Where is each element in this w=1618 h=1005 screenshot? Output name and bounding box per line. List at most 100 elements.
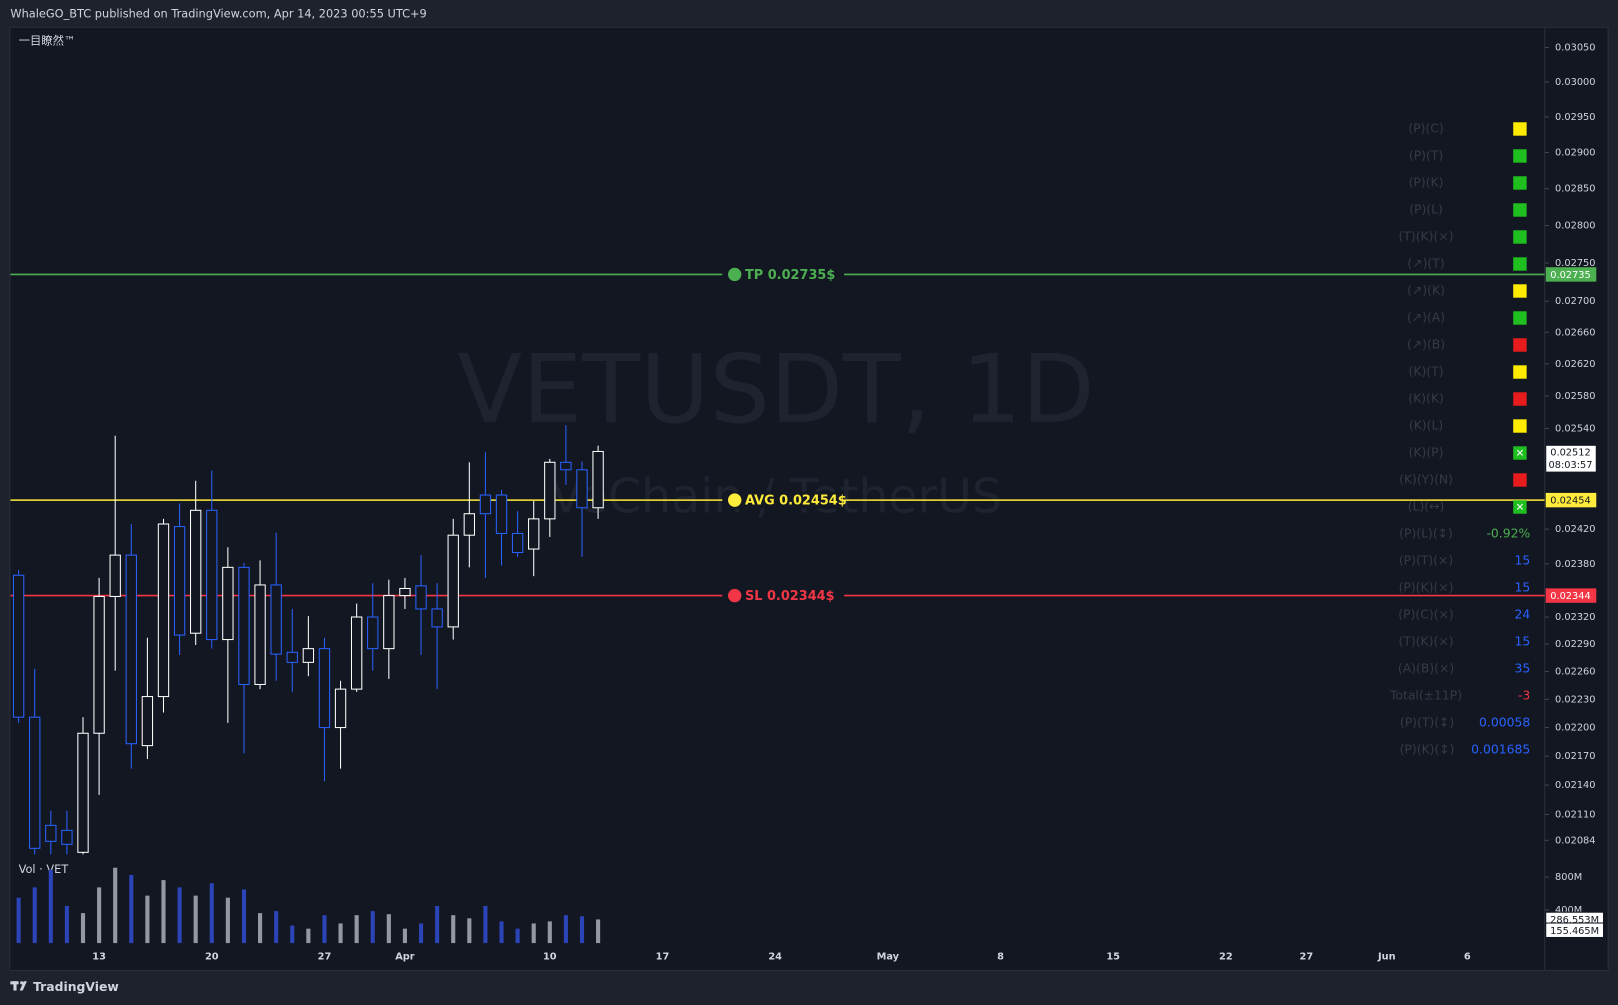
volume-bar — [241, 889, 247, 944]
x-tick-label: 24 — [768, 952, 782, 963]
candle-body — [544, 461, 556, 520]
x-tick-label: 27 — [318, 952, 332, 963]
panel-label: (P)(K) — [1409, 175, 1444, 189]
candle-body — [318, 648, 331, 729]
panel-label: (A)(B)(×) — [1398, 662, 1454, 676]
x-tick-label: 10 — [543, 952, 557, 963]
volume-bar — [258, 913, 263, 944]
volume-bar — [48, 869, 53, 944]
candle-body — [206, 509, 218, 641]
candle-body — [61, 829, 73, 845]
volume-bar — [515, 928, 520, 944]
panel-square — [1513, 338, 1527, 352]
panel-square — [1513, 419, 1527, 433]
panel-value: 0.001685 — [1471, 743, 1530, 757]
volume-bar — [80, 913, 86, 944]
panel-square — [1513, 203, 1527, 217]
volume-bar — [547, 921, 552, 944]
volume-tick-label: 400M — [1555, 905, 1582, 916]
candle-body — [157, 523, 170, 698]
level-label-bg — [722, 587, 845, 604]
volume-bar — [531, 923, 536, 944]
candle-body — [463, 513, 475, 536]
header: WhaleGO_BTC published on TradingView.com… — [10, 6, 426, 20]
volume-bar — [418, 923, 424, 944]
panel-label: (P)(L) — [1409, 202, 1443, 216]
panel-square — [1513, 365, 1527, 379]
x-tick-label: 27 — [1300, 952, 1314, 963]
y-tick-label: 0.02540 — [1555, 423, 1596, 434]
level-badge — [1545, 492, 1597, 508]
candle-body — [528, 518, 540, 550]
panel-label: (K)(L) — [1409, 419, 1443, 433]
panel-value: -3 — [1518, 689, 1530, 703]
candle-body — [109, 554, 121, 597]
volume-bar — [290, 925, 295, 944]
volume-bar — [402, 928, 407, 944]
panel-label: (L)(↔) — [1408, 500, 1445, 514]
candle-body — [45, 824, 57, 842]
panel-value: 24 — [1514, 608, 1530, 622]
volume-bar — [338, 923, 343, 944]
y-tick-label: 0.03000 — [1555, 77, 1596, 88]
panel-square — [1513, 500, 1527, 514]
y-tick-label: 0.02380 — [1555, 559, 1596, 570]
volume-bar — [177, 887, 182, 944]
panel-value: -0.92% — [1486, 527, 1530, 541]
y-tick-label: 0.02200 — [1555, 723, 1596, 734]
level-label: AVG 0.02454$ — [745, 494, 847, 509]
candle-body — [286, 651, 298, 663]
level-dot — [728, 267, 742, 282]
panel-label: (P)(L)(↕) — [1399, 527, 1453, 541]
panel-value: 15 — [1514, 554, 1530, 568]
level-badge-label: 0.02454 — [1550, 496, 1591, 507]
x-tick-label: 17 — [656, 952, 670, 963]
x-tick-label: Jun — [1377, 952, 1396, 963]
candle-body — [93, 595, 105, 734]
panel-label: (P)(T)(×) — [1399, 554, 1453, 568]
volume-bar — [435, 905, 440, 944]
y-tick-label: 0.02420 — [1555, 524, 1596, 535]
x-tick-label: 20 — [205, 952, 219, 963]
candle-body — [383, 595, 395, 650]
y-tick-label: 0.03050 — [1555, 43, 1596, 54]
level-badge-label: 0.02735 — [1550, 270, 1591, 281]
level-badge — [1545, 588, 1597, 603]
volume-badge-label: 286.553M — [1550, 915, 1599, 926]
panel-label: (P)(T)(↕) — [1400, 716, 1454, 730]
volume-bar — [370, 911, 375, 944]
volume-bar — [322, 915, 327, 944]
panel-square — [1513, 446, 1527, 460]
panel-value: 35 — [1514, 662, 1530, 676]
y-tick-label: 0.02320 — [1555, 612, 1596, 623]
candle-body — [576, 469, 588, 509]
x-tick-label: 15 — [1106, 952, 1120, 963]
candle-body — [29, 716, 41, 849]
level-label-bg — [722, 266, 845, 283]
panel-square — [1513, 230, 1527, 244]
panel-symbol: ✕ — [1516, 502, 1525, 514]
candle-body — [238, 566, 250, 686]
x-tick-label: 22 — [1219, 952, 1233, 963]
level-label-bg — [722, 491, 845, 509]
panel-label: (T)(K)(×) — [1399, 229, 1454, 243]
panel-label: (K)(K) — [1408, 392, 1444, 406]
y-tick-label: 0.02230 — [1555, 694, 1596, 705]
x-tick-label: 8 — [997, 952, 1004, 963]
x-tick-label: 6 — [1464, 952, 1471, 963]
volume-bar — [32, 887, 37, 944]
y-tick-label: 0.02660 — [1555, 327, 1596, 338]
volume-pane — [16, 867, 601, 944]
panel-label: (T)(K)(×) — [1399, 635, 1454, 649]
panel-square — [1513, 473, 1527, 487]
volume-bar — [193, 895, 198, 944]
panel-label: (P)(C) — [1408, 121, 1443, 135]
volume-bar — [129, 874, 134, 944]
volume-bar — [97, 887, 102, 944]
volume-bar — [596, 919, 601, 944]
panel-symbol: ✕ — [1516, 448, 1525, 460]
panel-square — [1513, 284, 1527, 298]
candle-body — [479, 494, 492, 515]
panel-square — [1513, 176, 1527, 190]
volume-bar — [499, 921, 504, 944]
